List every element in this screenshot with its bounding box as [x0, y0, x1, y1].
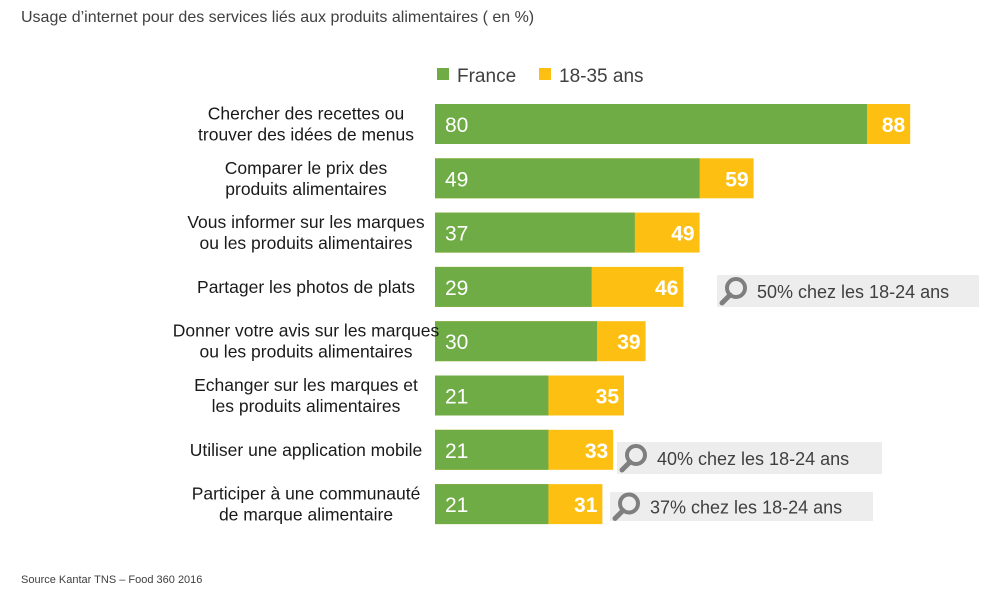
callout-box [617, 442, 882, 474]
category-label: Comparer le prix des [225, 158, 388, 178]
bar-france [435, 375, 549, 416]
value-label-france: 30 [445, 331, 468, 354]
callout-text: 37% chez les 18-24 ans [650, 498, 842, 518]
legend-label-france: France [457, 66, 516, 87]
value-label-young: 39 [617, 331, 640, 354]
value-label-france: 21 [445, 494, 468, 517]
category-label: Vous informer sur les marques [187, 212, 425, 232]
value-label-young: 88 [882, 114, 906, 137]
bar-france [435, 429, 549, 470]
category-label: trouver des idées de menus [198, 125, 414, 145]
value-label-france: 80 [445, 114, 468, 137]
bar-france [435, 104, 867, 144]
magnifier-icon-handle [619, 459, 633, 473]
callout-box [717, 275, 979, 307]
callout-text: 50% chez les 18-24 ans [757, 282, 949, 302]
legend-swatch-france [437, 68, 449, 80]
magnifier-icon [618, 492, 640, 515]
category-label: de marque alimentaire [219, 505, 393, 525]
value-label-young: 46 [655, 277, 678, 300]
callout-text: 40% chez les 18-24 ans [657, 449, 849, 469]
bar-france [435, 321, 597, 362]
category-label: Echanger sur les marques et [194, 375, 418, 395]
magnifier-icon [625, 444, 647, 466]
bar-france [435, 212, 635, 253]
category-label: Participer à une communauté [192, 484, 421, 504]
magnifier-icon-handle [612, 508, 626, 521]
bar-france [435, 158, 700, 199]
value-label-france: 49 [445, 168, 468, 191]
value-label-young: 59 [725, 168, 748, 191]
legend-swatch-young [539, 68, 551, 80]
value-label-young: 31 [574, 494, 598, 517]
value-label-france: 21 [445, 440, 468, 463]
value-label-france: 29 [445, 277, 468, 300]
category-label: les produits alimentaires [212, 396, 401, 416]
chart-title: Usage d’internet pour des services liés … [21, 9, 535, 26]
value-label-young: 33 [585, 440, 608, 463]
category-label: Chercher des recettes ou [208, 104, 405, 124]
bar-france [435, 484, 549, 525]
value-label-france: 37 [445, 223, 468, 246]
category-label: Utiliser une application mobile [190, 440, 422, 460]
category-label: ou les produits alimentaires [199, 233, 412, 253]
category-label: Partager les photos de plats [197, 277, 415, 297]
value-label-france: 21 [445, 386, 468, 409]
category-label: ou les produits alimentaires [199, 342, 412, 362]
callout-box [610, 492, 873, 521]
category-label: Donner votre avis sur les marques [173, 321, 440, 341]
magnifier-icon [725, 277, 747, 299]
bar-france [435, 266, 592, 307]
category-label: produits alimentaires [225, 179, 387, 199]
value-label-young: 35 [596, 386, 620, 409]
value-label-young: 49 [671, 223, 694, 246]
legend-label-young: 18-35 ans [559, 66, 644, 87]
magnifier-icon-handle [719, 292, 733, 306]
source-note: Source Kantar TNS – Food 360 2016 [21, 574, 203, 586]
